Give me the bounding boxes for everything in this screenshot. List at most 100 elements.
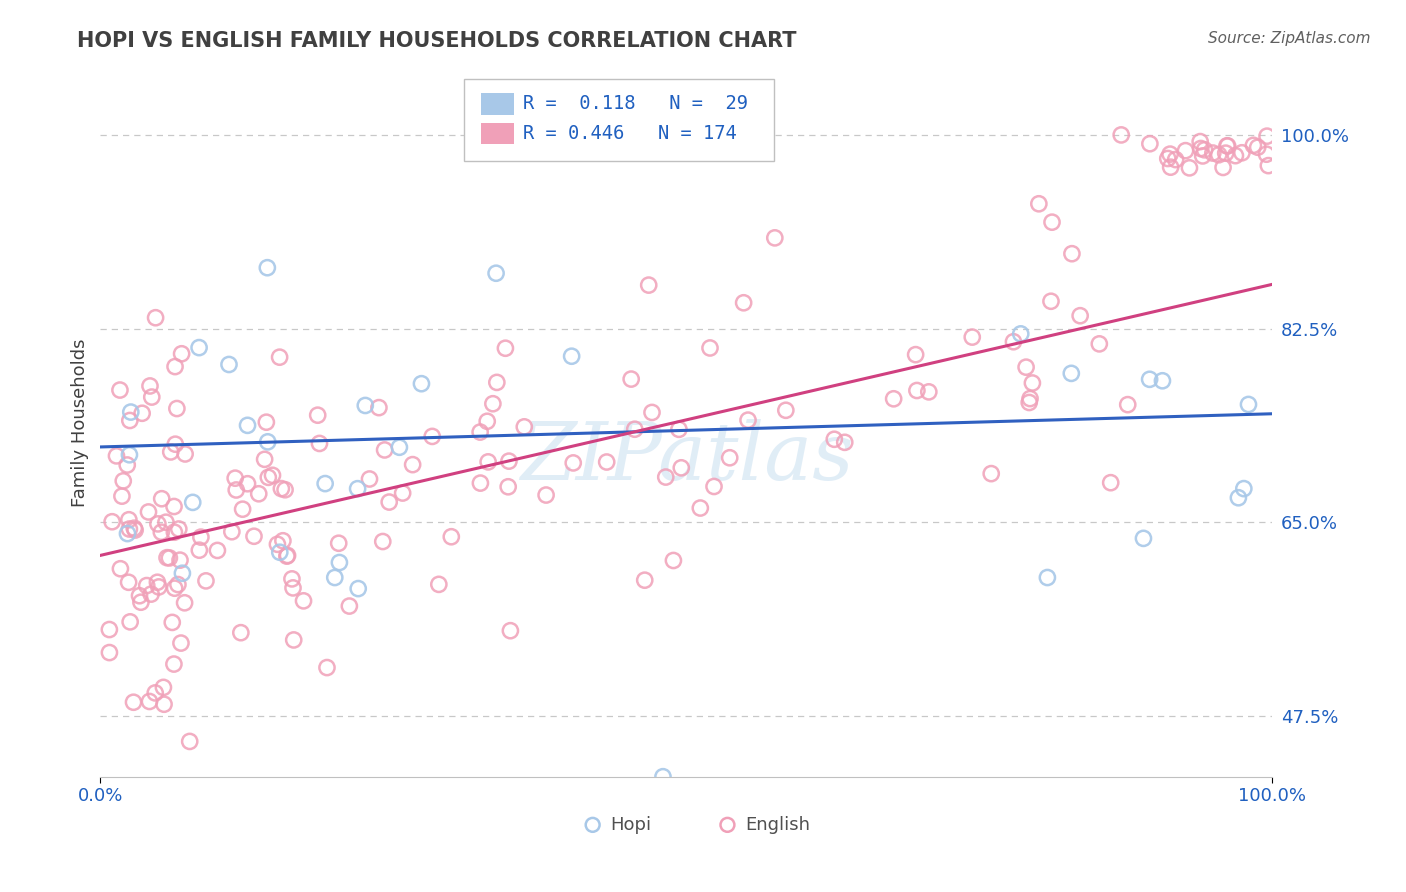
Point (498, 454, 520, 468)
Point (120, 615, 142, 629)
Point (150, 525, 173, 540)
Point (292, 594, 315, 608)
Point (167, 522, 190, 536)
Point (262, 468, 284, 483)
Point (904, 348, 927, 362)
Point (269, 350, 291, 364)
Point (307, 408, 329, 422)
FancyBboxPatch shape (464, 79, 775, 161)
Text: English: English (745, 816, 810, 834)
Point (354, 399, 377, 413)
Text: ZIPatlas: ZIPatlas (520, 419, 853, 497)
Point (561, 349, 583, 363)
Point (328, 556, 350, 570)
Point (918, 384, 941, 399)
Point (1202, 146, 1225, 161)
Point (155, 515, 177, 529)
Point (468, 425, 491, 439)
Point (173, 596, 195, 610)
Point (401, 458, 423, 472)
Point (834, 435, 856, 450)
Point (1160, 160, 1182, 174)
Point (1028, 196, 1050, 211)
Point (1159, 147, 1181, 161)
Point (378, 495, 401, 509)
Point (703, 479, 725, 493)
Point (257, 470, 280, 484)
Point (156, 550, 179, 565)
Point (420, 429, 443, 443)
Point (218, 358, 240, 372)
Point (236, 476, 259, 491)
Point (427, 577, 450, 591)
Point (499, 624, 522, 638)
Point (637, 278, 659, 293)
Point (269, 545, 291, 559)
Point (1002, 334, 1025, 349)
Point (1109, 128, 1132, 142)
Point (1015, 360, 1038, 375)
Point (980, 467, 1002, 481)
Point (207, 543, 229, 558)
Point (374, 442, 396, 457)
Bar (481, 123, 515, 145)
Point (243, 529, 266, 543)
Point (163, 657, 186, 671)
Point (534, 488, 557, 502)
Point (115, 458, 138, 472)
Point (411, 376, 433, 391)
Point (496, 480, 519, 494)
Point (689, 501, 711, 516)
Point (323, 570, 346, 584)
Y-axis label: Family Households: Family Households (72, 338, 89, 507)
Point (1230, 145, 1253, 160)
Point (253, 452, 276, 467)
Point (120, 405, 142, 419)
Point (596, 455, 619, 469)
Point (139, 379, 162, 393)
Point (170, 347, 193, 361)
Point (266, 537, 288, 551)
Point (118, 448, 141, 462)
Point (1191, 149, 1213, 163)
Point (671, 460, 693, 475)
Point (1039, 294, 1062, 309)
Point (1216, 139, 1239, 153)
Point (229, 625, 252, 640)
Point (883, 392, 905, 406)
Point (347, 582, 370, 596)
Point (1256, 129, 1278, 144)
Point (108, 383, 131, 397)
Point (163, 581, 186, 595)
Point (1256, 147, 1278, 161)
Point (274, 483, 297, 497)
Point (823, 432, 845, 446)
Point (513, 420, 536, 434)
Point (146, 516, 169, 531)
Point (1212, 161, 1234, 175)
Point (165, 437, 187, 451)
Point (174, 447, 197, 461)
Point (1116, 398, 1139, 412)
Point (1164, 153, 1187, 167)
Point (163, 525, 186, 540)
Point (620, 372, 643, 386)
Point (316, 660, 339, 674)
Point (699, 341, 721, 355)
Point (117, 575, 139, 590)
Point (256, 434, 278, 449)
Point (271, 533, 294, 548)
Point (368, 401, 391, 415)
Point (485, 266, 508, 280)
Point (1178, 161, 1201, 175)
Point (283, 632, 305, 647)
Point (470, 476, 492, 491)
Point (634, 573, 657, 587)
Point (281, 581, 304, 595)
Point (652, 770, 675, 784)
Point (1040, 215, 1063, 229)
Point (391, 486, 413, 500)
Point (138, 694, 160, 708)
Text: R =  0.118   N =  29: R = 0.118 N = 29 (523, 95, 748, 113)
Point (962, 330, 984, 344)
